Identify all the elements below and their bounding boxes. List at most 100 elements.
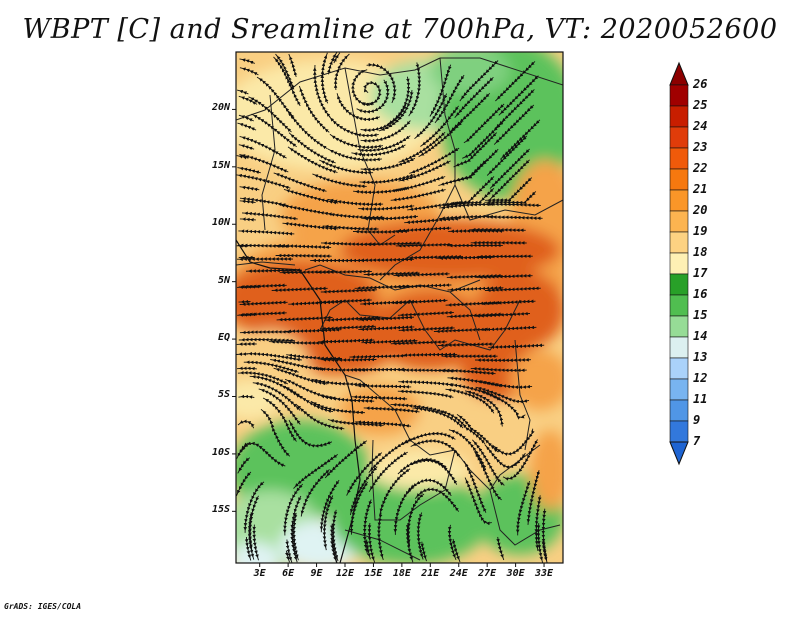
colorbar-swatch [669, 315, 689, 338]
colorbar-label: 7 [693, 434, 701, 448]
colorbar [669, 61, 689, 466]
streamline [437, 342, 494, 348]
colorbar-swatch [669, 168, 689, 191]
streamline [486, 215, 543, 221]
colorbar-swatch [669, 147, 689, 170]
streamline [474, 358, 532, 363]
colorbar-label: 22 [693, 161, 708, 175]
streamline [484, 202, 541, 208]
streamline [273, 172, 327, 193]
colorbar-bottom-arrow [669, 441, 689, 466]
streamline [238, 394, 255, 399]
colorbar-label: 14 [693, 329, 708, 343]
colorbar-label: 21 [693, 182, 708, 196]
streamline [395, 226, 452, 233]
colorbar-label: 17 [693, 266, 708, 280]
streamline [238, 299, 251, 304]
streamline [469, 227, 526, 233]
lon-tick-label: 18E [392, 568, 411, 579]
streamline [239, 67, 259, 76]
streamline [488, 343, 545, 349]
streamline [241, 211, 298, 221]
streamline [290, 522, 298, 563]
streamline [238, 311, 287, 317]
streamline [312, 173, 367, 189]
streamline [358, 257, 415, 263]
lon-tick-label: 24E [449, 568, 468, 579]
grads-credit: GrADS: IGES/COLA [4, 602, 82, 611]
streamline [322, 495, 334, 551]
streamline [319, 159, 374, 175]
streamline [244, 536, 252, 561]
streamline [285, 539, 293, 563]
streamline [271, 286, 328, 293]
colorbar-swatch [669, 378, 689, 401]
map-frame [235, 51, 564, 564]
streamline [355, 420, 412, 428]
streamline [395, 242, 452, 248]
streamline [411, 458, 458, 485]
streamline [239, 58, 255, 65]
streamline [300, 469, 330, 517]
streamline [351, 395, 408, 401]
lon-tick-label: 15E [364, 568, 383, 579]
streamline [237, 419, 255, 429]
colorbar-label: 15 [693, 308, 708, 322]
streamline [236, 342, 257, 346]
lat-tick-label: 20N [211, 102, 230, 114]
streamline [393, 272, 450, 278]
colorbar-label: 23 [693, 140, 708, 154]
colorbar-swatch [669, 420, 689, 443]
streamline [414, 487, 460, 512]
colorbar-swatch [669, 231, 689, 254]
streamline [349, 354, 406, 359]
colorbar-label: 13 [693, 350, 708, 364]
streamline [327, 198, 384, 207]
streamline [285, 550, 290, 563]
lat-tick-label: 15N [211, 159, 230, 171]
lon-tick-label: 6E [282, 568, 295, 579]
streamline [239, 135, 287, 159]
colorbar-swatch [669, 189, 689, 212]
colorbar-swatch [669, 84, 689, 107]
streamline [474, 451, 502, 501]
streamline [328, 115, 379, 138]
lon-tick-label: 9E [310, 568, 323, 579]
streamline [395, 283, 452, 289]
streamline [464, 390, 504, 427]
colorbar-label: 25 [693, 98, 708, 112]
streamline [536, 523, 544, 563]
colorbar-swatch [669, 399, 689, 422]
streamline [322, 224, 379, 231]
streamline [278, 203, 334, 216]
lon-tick-label: 33E [535, 568, 554, 579]
streamline [390, 340, 447, 346]
streamline [541, 539, 548, 563]
lat-tick-label: EQ [217, 332, 230, 344]
colorbar-label: 26 [693, 77, 708, 91]
colorbar-label: 16 [693, 287, 708, 301]
streamline [390, 188, 446, 202]
streamline [329, 539, 337, 563]
streamline [358, 204, 415, 211]
streamline [252, 524, 259, 561]
streamline [420, 541, 427, 562]
streamline [275, 253, 332, 258]
colorbar-label: 18 [693, 245, 708, 259]
streamline [484, 286, 541, 293]
streamline [283, 188, 339, 205]
streamline [275, 243, 332, 250]
lat-tick-label: 15S [211, 504, 230, 516]
streamline [247, 512, 255, 560]
wbpt-field [236, 52, 563, 563]
colorbar-swatch [669, 252, 689, 275]
colorbar-label: 20 [693, 203, 708, 217]
streamline [238, 283, 287, 289]
colorbar-swatch [669, 336, 689, 359]
streamline [479, 299, 536, 306]
lon-tick-label: 30E [506, 568, 525, 579]
colorbar-swatch [669, 210, 689, 233]
streamline [439, 214, 496, 220]
streamline [333, 53, 350, 91]
